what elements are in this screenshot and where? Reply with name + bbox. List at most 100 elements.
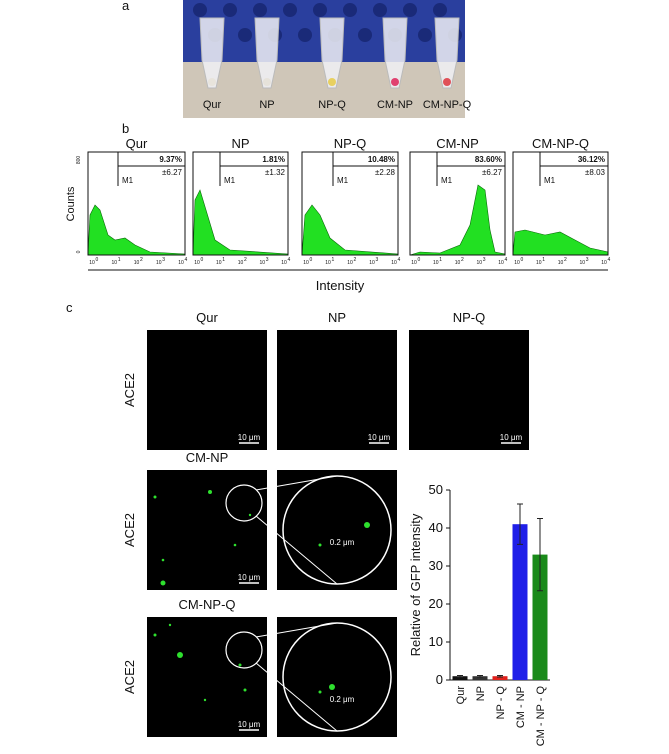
x-tick-exponent: 3 <box>376 257 379 263</box>
x-tick-exponent: 0 <box>521 257 524 263</box>
row-label: ACE2 <box>122 513 137 547</box>
x-tick-exponent: 3 <box>162 257 165 263</box>
histogram <box>301 204 399 256</box>
zoom-micrograph <box>277 470 397 590</box>
x-tick-exponent: 0 <box>201 257 204 263</box>
row-title: CM-NP-Q <box>178 597 235 612</box>
gfp-signal <box>203 698 207 702</box>
row-label: ACE2 <box>122 660 137 694</box>
bar <box>512 524 528 680</box>
bar <box>472 676 488 680</box>
histogram <box>192 189 289 256</box>
x-tick-exponent: 4 <box>398 257 401 263</box>
x-tick-label: CM - NP <box>515 686 527 728</box>
gfp-signal <box>329 684 335 690</box>
gate-label: M1 <box>544 176 556 185</box>
gate-percent: 9.37% <box>159 155 182 164</box>
x-tick-exponent: 3 <box>483 257 486 263</box>
panel-label: c <box>66 300 73 315</box>
gate-sd: ±2.28 <box>375 168 396 177</box>
histogram <box>87 204 186 256</box>
panel-label: b <box>122 121 129 136</box>
tube-liquid <box>263 78 271 86</box>
gate-label: M1 <box>337 176 349 185</box>
panel-label: a <box>122 0 130 13</box>
x-tick-base: 10 <box>476 260 482 266</box>
y-tick-label: 10 <box>429 634 443 649</box>
tube <box>319 17 345 89</box>
histogram <box>512 229 609 256</box>
tube-label: NP-Q <box>318 99 346 111</box>
y-tick-label: 20 <box>429 596 443 611</box>
x-tick-base: 10 <box>558 260 564 266</box>
histogram-title: CM-NP-Q <box>532 136 589 151</box>
column-title: Qur <box>196 310 218 325</box>
x-tick-base: 10 <box>369 260 375 266</box>
bar <box>492 676 508 680</box>
x-tick-label: CM - NP - Q <box>535 686 547 747</box>
plot-frame <box>192 151 289 256</box>
gfp-signal <box>318 543 322 547</box>
x-tick-base: 10 <box>411 260 417 266</box>
y-tick-label: 0 <box>436 672 443 687</box>
zoom-scale-label: 0.2 μm <box>330 695 355 704</box>
histogram-title: Qur <box>126 136 148 151</box>
x-tick-exponent: 3 <box>266 257 269 263</box>
plot-frame <box>409 151 506 256</box>
gate-label: M1 <box>224 176 236 185</box>
x-axis-label: Intensity <box>316 278 365 293</box>
micrograph <box>147 617 267 737</box>
x-tick-exponent: 1 <box>332 257 335 263</box>
gate-sd: ±1.32 <box>265 168 286 177</box>
x-tick-base: 10 <box>347 260 353 266</box>
gfp-signal <box>208 490 212 494</box>
x-tick-base: 10 <box>325 260 331 266</box>
x-tick-base: 10 <box>433 260 439 266</box>
gfp-signal <box>318 690 322 694</box>
histogram <box>409 184 506 256</box>
plot-frame <box>512 151 609 256</box>
gate-sd: ±6.27 <box>162 168 183 177</box>
tube-liquid <box>391 78 399 86</box>
gfp-signal <box>153 633 157 637</box>
gfp-signal <box>233 543 237 547</box>
x-tick-base: 10 <box>536 260 542 266</box>
x-tick-exponent: 2 <box>244 257 247 263</box>
tube <box>434 17 460 89</box>
y-tick-label: 50 <box>429 482 443 497</box>
x-tick-exponent: 2 <box>354 257 357 263</box>
row-label: ACE2 <box>122 373 137 407</box>
histogram-title: NP <box>231 136 249 151</box>
x-tick-base: 10 <box>514 260 520 266</box>
plot-frame <box>301 151 399 256</box>
x-tick-exponent: 0 <box>310 257 313 263</box>
scale-label: 10 μm <box>500 433 523 442</box>
x-tick-label: NP <box>475 686 487 701</box>
error-bar <box>517 503 523 545</box>
x-tick-base: 10 <box>111 260 117 266</box>
gfp-signal <box>160 580 166 586</box>
x-tick-base: 10 <box>238 260 244 266</box>
column-title: NP-Q <box>453 310 486 325</box>
x-tick-base: 10 <box>216 260 222 266</box>
scale-label: 10 μm <box>238 573 261 582</box>
x-tick-base: 10 <box>156 260 162 266</box>
gate-percent: 1.81% <box>262 155 285 164</box>
tube-liquid <box>328 78 336 86</box>
scale-label: 10 μm <box>238 433 261 442</box>
zoom-circle <box>282 622 392 732</box>
error-bar <box>457 674 463 678</box>
row-title: CM-NP <box>186 450 229 465</box>
tube-label: CM-NP-Q <box>423 99 472 111</box>
zoom-micrograph <box>277 617 397 737</box>
zoom-region <box>225 631 263 669</box>
x-tick-exponent: 2 <box>461 257 464 263</box>
tube <box>254 17 280 89</box>
y-tick-label: 30 <box>429 558 443 573</box>
y-tick-label: 0 <box>76 250 82 253</box>
x-tick-label: Qur <box>455 686 467 705</box>
x-tick-exponent: 4 <box>185 257 188 263</box>
x-tick-base: 10 <box>89 260 95 266</box>
gate-percent: 36.12% <box>578 155 605 164</box>
gfp-signal <box>364 522 370 528</box>
